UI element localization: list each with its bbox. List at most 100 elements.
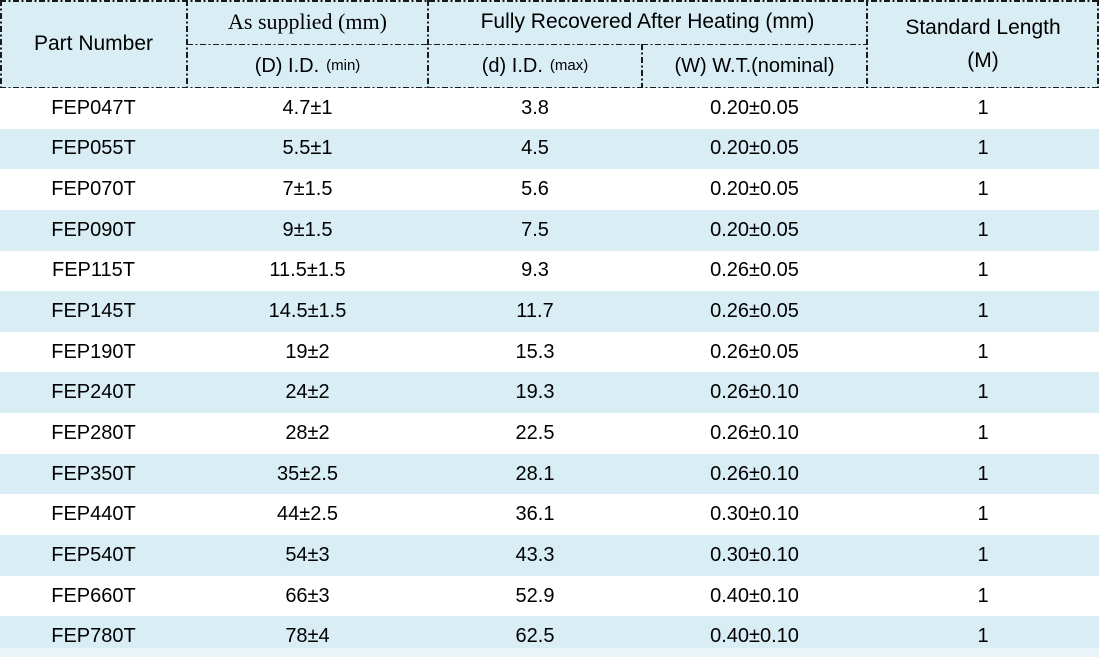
cell-recovered-id: 11.7 [516, 300, 554, 323]
cell-standard-length: 1 [977, 462, 989, 485]
border-header-bottom [0, 87, 1099, 89]
cell-part-number: FEP055T [51, 137, 136, 160]
cell-part-number: FEP350T [51, 462, 136, 485]
table-body: FEP047T 4.7±1 3.8 0.20±0.05 1 FEP055T 5.… [0, 88, 1099, 657]
cell-recovered-wt: 0.40±0.10 [710, 625, 799, 648]
table-row: FEP240T 24±2 19.3 0.26±0.10 1 [0, 372, 1099, 414]
cell-standard-length: 1 [977, 503, 989, 526]
cell-recovered-wt: 0.30±0.10 [710, 543, 799, 566]
subheader-supplied-id-note: (min) [326, 57, 361, 74]
cell-standard-length: 1 [977, 137, 989, 160]
cell-standard-length: 1 [977, 584, 989, 607]
cell-recovered-wt: 0.26±0.10 [710, 421, 799, 444]
cell-standard-length: 1 [977, 625, 989, 648]
subheader-recovered-id-note: (max) [549, 57, 589, 74]
cell-part-number: FEP540T [51, 543, 136, 566]
header-part-number: Part Number [0, 0, 187, 88]
border-top [0, 0, 1099, 2]
cell-part-number: FEP090T [51, 218, 136, 241]
header-part-number-label: Part Number [33, 32, 154, 56]
cell-supplied-id: 28±2 [285, 421, 330, 444]
header-as-supplied: As supplied (mm) [187, 0, 428, 44]
cell-recovered-id: 28.1 [515, 462, 555, 485]
cell-supplied-id: 19±2 [285, 340, 330, 363]
border-col4-col5 [866, 0, 868, 88]
cell-recovered-wt: 0.30±0.10 [710, 503, 799, 526]
cell-recovered-id: 7.5 [521, 218, 549, 241]
table-row: FEP540T 54±3 43.3 0.30±0.10 1 [0, 535, 1099, 576]
cell-recovered-id: 19.3 [515, 381, 555, 404]
bottom-strip [0, 648, 1099, 657]
cell-part-number: FEP240T [51, 381, 136, 404]
cell-recovered-wt: 0.20±0.05 [710, 137, 799, 160]
border-left [0, 0, 2, 88]
border-col2-col3 [427, 0, 429, 88]
subheader-recovered-id-main: (d) I.D. [481, 55, 543, 77]
cell-recovered-wt: 0.40±0.10 [710, 584, 799, 607]
cell-supplied-id: 9±1.5 [282, 218, 333, 241]
header-fully-recovered-label: Fully Recovered After Heating (mm) [480, 10, 815, 34]
cell-part-number: FEP660T [51, 584, 136, 607]
table-row: FEP070T 7±1.5 5.6 0.20±0.05 1 [0, 169, 1099, 210]
table-row: FEP047T 4.7±1 3.8 0.20±0.05 1 [0, 88, 1099, 129]
cell-recovered-wt: 0.26±0.10 [710, 381, 799, 404]
cell-part-number: FEP190T [51, 340, 136, 363]
cell-standard-length: 1 [977, 218, 989, 241]
header-standard-length-line1: Standard Length [905, 16, 1061, 39]
header-standard-length-line2: (M) [967, 49, 999, 72]
cell-supplied-id: 35±2.5 [276, 462, 339, 485]
cell-supplied-id: 54±3 [285, 543, 330, 566]
cell-recovered-wt: 0.20±0.05 [710, 178, 799, 201]
cell-supplied-id: 5.5±1 [282, 137, 333, 160]
cell-recovered-wt: 0.26±0.10 [710, 462, 799, 485]
border-right [1097, 0, 1099, 88]
header-as-supplied-label: As supplied (mm) [228, 8, 387, 34]
subheader-supplied-id: (D) I.D. (min) [187, 44, 428, 88]
cell-part-number: FEP280T [51, 421, 136, 444]
cell-part-number: FEP115T [52, 259, 135, 282]
subheader-recovered-wt-main: (W) W.T.(nominal) [674, 55, 835, 77]
cell-standard-length: 1 [977, 259, 989, 282]
cell-supplied-id: 44±2.5 [276, 503, 339, 526]
table-row: FEP280T 28±2 22.5 0.26±0.10 1 [0, 413, 1099, 454]
cell-recovered-id: 52.9 [515, 584, 555, 607]
cell-standard-length: 1 [977, 381, 989, 404]
cell-recovered-id: 9.3 [521, 259, 549, 282]
table-row: FEP055T 5.5±1 4.5 0.20±0.05 1 [0, 128, 1099, 170]
cell-standard-length: 1 [977, 340, 989, 363]
table-header: Part Number As supplied (mm) Fully Recov… [0, 0, 1099, 89]
table-row: FEP440T 44±2.5 36.1 0.30±0.10 1 [0, 494, 1099, 536]
table-row: FEP660T 66±3 52.9 0.40±0.10 1 [0, 575, 1099, 617]
cell-recovered-id: 62.5 [515, 625, 555, 648]
cell-recovered-wt: 0.20±0.05 [710, 218, 799, 241]
cell-recovered-id: 22.5 [515, 421, 555, 444]
border-col3-col4 [641, 44, 643, 88]
cell-part-number: FEP780T [51, 625, 136, 648]
cell-recovered-id: 15.3 [515, 340, 555, 363]
cell-supplied-id: 78±4 [285, 625, 330, 648]
cell-recovered-id: 4.5 [521, 137, 549, 160]
table-row: FEP350T 35±2.5 28.1 0.26±0.10 1 [0, 453, 1099, 495]
header-fully-recovered: Fully Recovered After Heating (mm) [428, 0, 867, 44]
cell-standard-length: 1 [977, 421, 989, 444]
cell-supplied-id: 66±3 [285, 584, 330, 607]
cell-part-number: FEP440T [51, 503, 136, 526]
table-row: FEP190T 19±2 15.3 0.26±0.05 1 [0, 331, 1099, 373]
cell-supplied-id: 24±2 [285, 381, 330, 404]
cell-recovered-id: 36.1 [515, 503, 555, 526]
cell-recovered-wt: 0.26±0.05 [710, 259, 799, 282]
cell-part-number: FEP047T [51, 96, 136, 119]
table-row: FEP090T 9±1.5 7.5 0.20±0.05 1 [0, 209, 1099, 251]
cell-recovered-wt: 0.26±0.05 [710, 340, 799, 363]
subheader-supplied-id-main: (D) I.D. [254, 55, 320, 77]
cell-supplied-id: 4.7±1 [282, 96, 333, 119]
subheader-recovered-wt: (W) W.T.(nominal) [642, 44, 867, 88]
cell-recovered-id: 3.8 [521, 96, 549, 119]
border-header-middle [187, 43, 867, 45]
cell-recovered-wt: 0.26±0.05 [710, 300, 799, 323]
subheader-recovered-id: (d) I.D. (max) [428, 44, 642, 88]
cell-recovered-id: 5.6 [521, 178, 549, 201]
header-standard-length: Standard Length (M) [867, 0, 1099, 88]
cell-part-number: FEP145T [51, 300, 136, 323]
